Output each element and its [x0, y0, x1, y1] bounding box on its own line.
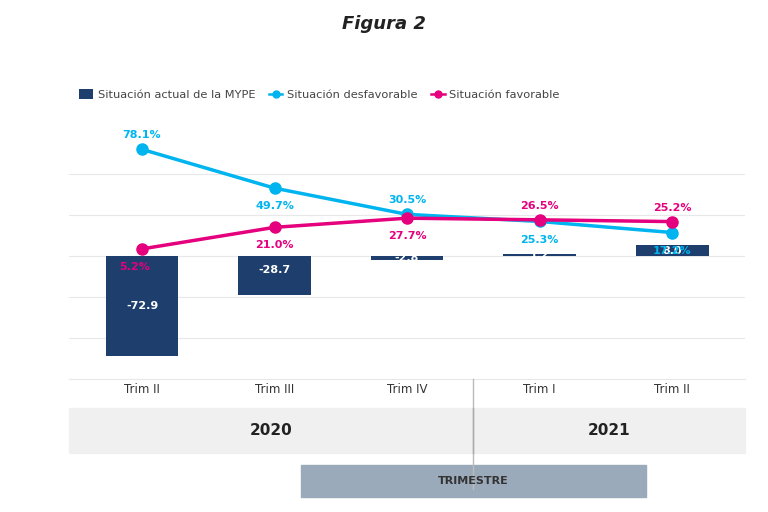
Text: 21.0%: 21.0%	[255, 240, 294, 250]
Text: 78.1%: 78.1%	[123, 131, 161, 140]
Legend: Situación actual de la MYPE, Situación desfavorable, Situación favorable: Situación actual de la MYPE, Situación d…	[74, 85, 564, 104]
Bar	[238, 256, 311, 295]
Bar	[301, 465, 646, 497]
Text: 5.2%: 5.2%	[120, 262, 151, 272]
Text: TRIMESTRE: TRIMESTRE	[438, 476, 508, 486]
Text: 30.5%: 30.5%	[388, 196, 426, 205]
Bar	[69, 409, 473, 453]
Text: 8.0: 8.0	[662, 246, 682, 255]
Bar	[105, 256, 178, 355]
Text: Figura 2: Figura 2	[342, 15, 426, 33]
Text: BALANCE DE SITUACIÓN: BALANCE DE SITUACIÓN	[285, 50, 483, 65]
Text: -2.8: -2.8	[395, 253, 419, 263]
Text: 25.2%: 25.2%	[653, 203, 691, 212]
Text: 26.5%: 26.5%	[520, 201, 559, 211]
Text: -28.7: -28.7	[259, 265, 290, 275]
Bar	[503, 254, 576, 256]
Text: 17.2%: 17.2%	[653, 246, 691, 255]
Text: 27.7%: 27.7%	[388, 231, 426, 241]
Bar	[473, 409, 745, 453]
Text: 1.2: 1.2	[530, 250, 549, 260]
Bar	[371, 256, 443, 260]
Bar	[636, 245, 709, 256]
Text: 49.7%: 49.7%	[255, 201, 294, 211]
Text: 25.3%: 25.3%	[521, 234, 559, 245]
Text: 2021: 2021	[588, 423, 631, 438]
Text: 2020: 2020	[250, 423, 293, 438]
Text: -72.9: -72.9	[126, 301, 158, 311]
